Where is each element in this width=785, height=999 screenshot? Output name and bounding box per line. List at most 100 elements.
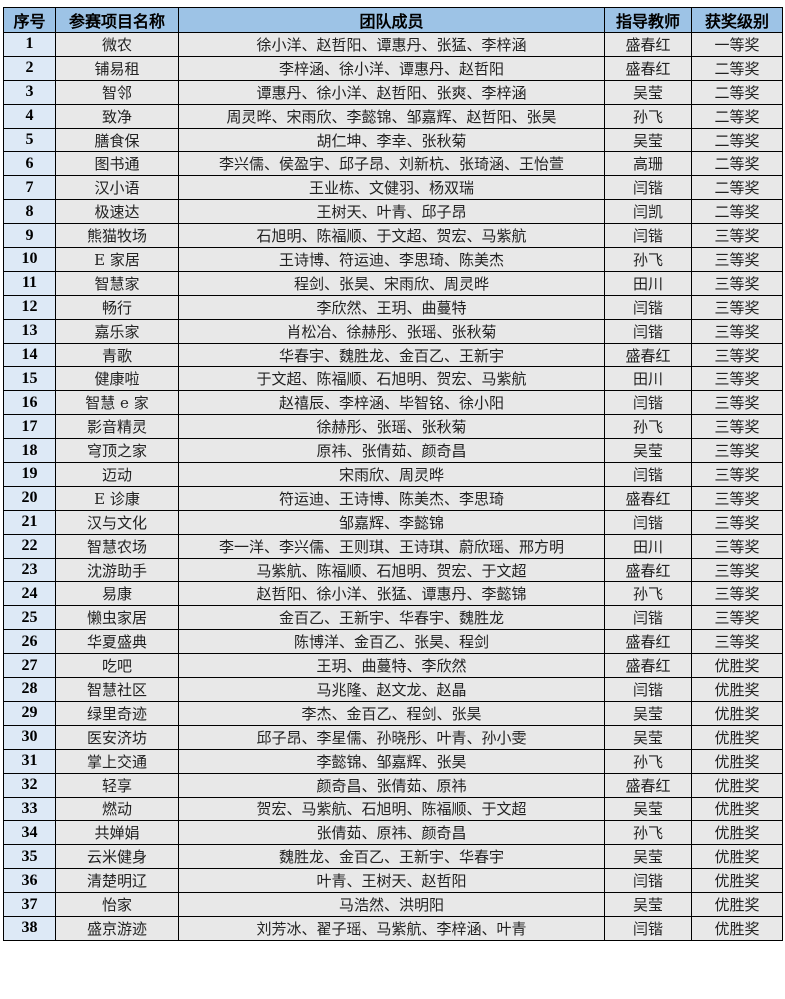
cell-project-name: 掌上交通 [55, 748, 179, 774]
cell-advisor: 吴莹 [604, 127, 692, 153]
cell-award-level: 三等奖 [691, 533, 783, 559]
cell-award-level: 一等奖 [691, 32, 783, 57]
cell-project-name: 膳食保 [55, 127, 179, 153]
cell-team-members: 李欣然、王玥、曲蔓特 [178, 294, 605, 320]
table-row: 38 盛京游迹 刘芳冰、翟子瑶、马紫航、李梓涵、叶青 闫锴 优胜奖 [3, 915, 783, 941]
cell-award-level: 三等奖 [691, 414, 783, 440]
cell-award-level: 三等奖 [691, 509, 783, 535]
header-team-members: 团队成员 [178, 7, 605, 33]
cell-project-name: 极速达 [55, 199, 179, 225]
cell-index: 15 [3, 366, 56, 392]
header-project-name: 参赛项目名称 [55, 7, 179, 33]
cell-team-members: 马兆隆、赵文龙、赵晶 [178, 677, 605, 702]
cell-team-members: 华春宇、魏胜龙、金百乙、王新宇 [178, 342, 605, 368]
cell-award-level: 三等奖 [691, 270, 783, 296]
cell-award-level: 优胜奖 [691, 868, 783, 894]
table-row: 12 畅行 李欣然、王玥、曲蔓特 闫锴 三等奖 [3, 294, 783, 320]
cell-advisor: 闫锴 [604, 390, 692, 416]
cell-team-members: 谭惠丹、徐小洋、赵哲阳、张爽、李梓涵 [178, 79, 605, 105]
cell-team-members: 胡仁坤、李幸、张秋菊 [178, 127, 605, 153]
table-row: 10 E 家居 王诗博、符运迪、李思琦、陈美杰 孙飞 三等奖 [3, 247, 783, 272]
cell-index: 24 [3, 581, 56, 607]
table-row: 6 图书通 李兴儒、侯盈宇、邱子昂、刘新杭、张琦涵、王怡萱 高珊 二等奖 [3, 151, 783, 177]
table-row: 26 华夏盛典 陈博洋、金百乙、张昊、程剑 盛春红 三等奖 [3, 629, 783, 655]
cell-index: 17 [3, 414, 56, 440]
cell-project-name: 穹顶之家 [55, 438, 179, 464]
cell-project-name: 迈动 [55, 462, 179, 487]
cell-advisor: 孙飞 [604, 581, 692, 607]
table-row: 2 铺易租 李梓涵、徐小洋、谭惠丹、赵哲阳 盛春红 二等奖 [3, 55, 783, 81]
table-row: 18 穹顶之家 原祎、张倩茹、颜奇昌 吴莹 三等奖 [3, 438, 783, 464]
table-row: 34 共婵娟 张倩茹、原祎、颜奇昌 孙飞 优胜奖 [3, 820, 783, 846]
cell-team-members: 李兴儒、侯盈宇、邱子昂、刘新杭、张琦涵、王怡萱 [178, 151, 605, 177]
cell-advisor: 吴莹 [604, 892, 692, 917]
cell-award-level: 优胜奖 [691, 700, 783, 726]
table-row: 33 燃动 贺宏、马紫航、石旭明、陈福顺、于文超 吴莹 优胜奖 [3, 796, 783, 822]
cell-index: 2 [3, 55, 56, 81]
table-row: 27 吃吧 王玥、曲蔓特、李欣然 盛春红 优胜奖 [3, 653, 783, 679]
cell-team-members: 肖松冶、徐赫彤、张瑶、张秋菊 [178, 318, 605, 344]
cell-team-members: 贺宏、马紫航、石旭明、陈福顺、于文超 [178, 796, 605, 822]
cell-team-members: 刘芳冰、翟子瑶、马紫航、李梓涵、叶青 [178, 915, 605, 941]
cell-advisor: 盛春红 [604, 629, 692, 655]
cell-advisor: 闫锴 [604, 175, 692, 201]
cell-award-level: 三等奖 [691, 366, 783, 392]
cell-team-members: 王树天、叶青、邱子昂 [178, 199, 605, 225]
cell-advisor: 孙飞 [604, 414, 692, 440]
cell-team-members: 叶青、王树天、赵哲阳 [178, 868, 605, 894]
table-row: 17 影音精灵 徐赫彤、张瑶、张秋菊 孙飞 三等奖 [3, 414, 783, 440]
cell-award-level: 二等奖 [691, 151, 783, 177]
cell-index: 31 [3, 748, 56, 774]
cell-team-members: 石旭明、陈福顺、于文超、贺宏、马紫航 [178, 223, 605, 249]
table-row: 21 汉与文化 邹嘉辉、李懿锦 闫锴 三等奖 [3, 509, 783, 535]
cell-team-members: 周灵晔、宋雨欣、李懿锦、邹嘉辉、赵哲阳、张昊 [178, 103, 605, 129]
cell-project-name: E 诊康 [55, 485, 179, 511]
cell-project-name: 智慧社区 [55, 677, 179, 702]
table-row: 36 清楚明辽 叶青、王树天、赵哲阳 闫锴 优胜奖 [3, 868, 783, 894]
table-row: 31 掌上交通 李懿锦、邹嘉辉、张昊 孙飞 优胜奖 [3, 748, 783, 774]
cell-award-level: 二等奖 [691, 127, 783, 153]
cell-project-name: 盛京游迹 [55, 915, 179, 941]
cell-advisor: 闫锴 [604, 294, 692, 320]
cell-award-level: 二等奖 [691, 79, 783, 105]
cell-award-level: 二等奖 [691, 55, 783, 81]
header-index: 序号 [3, 7, 56, 33]
cell-team-members: 马浩然、洪明阳 [178, 892, 605, 917]
table-row: 37 怡家 马浩然、洪明阳 吴莹 优胜奖 [3, 892, 783, 917]
table-row: 24 易康 赵哲阳、徐小洋、张猛、谭惠丹、李懿锦 孙飞 三等奖 [3, 581, 783, 607]
cell-index: 19 [3, 462, 56, 487]
cell-project-name: 医安济坊 [55, 724, 179, 750]
cell-index: 5 [3, 127, 56, 153]
cell-index: 26 [3, 629, 56, 655]
cell-project-name: E 家居 [55, 247, 179, 272]
cell-index: 7 [3, 175, 56, 201]
table-row: 29 绿里奇迹 李杰、金百乙、程剑、张昊 吴莹 优胜奖 [3, 700, 783, 726]
table-row: 1 微农 徐小洋、赵哲阳、谭惠丹、张猛、李梓涵 盛春红 一等奖 [3, 32, 783, 57]
cell-advisor: 闫锴 [604, 509, 692, 535]
table-row: 35 云米健身 魏胜龙、金百乙、王新宇、华春宇 吴莹 优胜奖 [3, 844, 783, 870]
cell-award-level: 优胜奖 [691, 724, 783, 750]
cell-team-members: 金百乙、王新宇、华春宇、魏胜龙 [178, 605, 605, 631]
cell-project-name: 华夏盛典 [55, 629, 179, 655]
cell-team-members: 徐小洋、赵哲阳、谭惠丹、张猛、李梓涵 [178, 32, 605, 57]
cell-award-level: 三等奖 [691, 557, 783, 583]
cell-index: 37 [3, 892, 56, 917]
cell-team-members: 魏胜龙、金百乙、王新宇、华春宇 [178, 844, 605, 870]
cell-advisor: 盛春红 [604, 342, 692, 368]
cell-award-level: 优胜奖 [691, 915, 783, 941]
table-row: 30 医安济坊 邱子昂、李星儒、孙晓彤、叶青、孙小雯 吴莹 优胜奖 [3, 724, 783, 750]
cell-team-members: 于文超、陈福顺、石旭明、贺宏、马紫航 [178, 366, 605, 392]
cell-project-name: 吃吧 [55, 653, 179, 679]
cell-award-level: 二等奖 [691, 175, 783, 201]
cell-index: 3 [3, 79, 56, 105]
header-award-level: 获奖级别 [691, 7, 783, 33]
cell-advisor: 吴莹 [604, 724, 692, 750]
cell-team-members: 邱子昂、李星儒、孙晓彤、叶青、孙小雯 [178, 724, 605, 750]
table-row: 9 熊猫牧场 石旭明、陈福顺、于文超、贺宏、马紫航 闫锴 三等奖 [3, 223, 783, 249]
cell-team-members: 赵禧辰、李梓涵、毕智铭、徐小阳 [178, 390, 605, 416]
cell-advisor: 闫锴 [604, 223, 692, 249]
table-row: 16 智慧 e 家赵禧辰、李梓涵、毕智铭、徐小阳 闫锴 三等奖 [3, 390, 783, 416]
table-row: 15 健康啦 于文超、陈福顺、石旭明、贺宏、马紫航 田川 三等奖 [3, 366, 783, 392]
cell-advisor: 盛春红 [604, 772, 692, 798]
cell-award-level: 二等奖 [691, 103, 783, 129]
